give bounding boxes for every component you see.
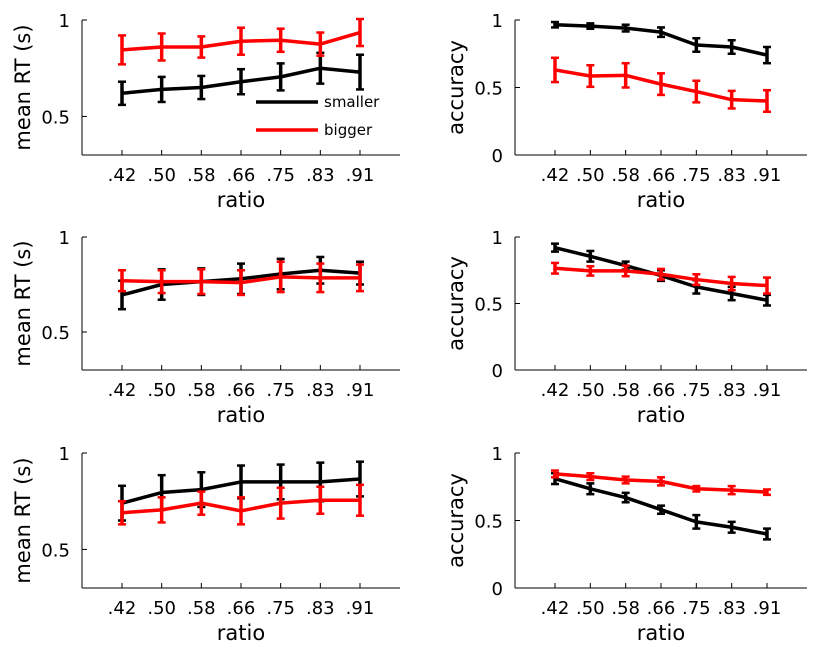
x-tick-label: .42 bbox=[541, 598, 570, 619]
x-tick-label: .58 bbox=[611, 380, 640, 401]
chart-panel-2: 0 0.5 1 .42 .50 .58 .66 .75 .83 .91 ratio accuracy bbox=[444, 11, 807, 212]
x-tick-label: .58 bbox=[611, 598, 640, 619]
x-tick-label: .91 bbox=[753, 380, 782, 401]
series-bigger bbox=[551, 261, 771, 295]
x-tick-label: .50 bbox=[576, 165, 605, 186]
legend-label-smaller: smaller bbox=[324, 93, 380, 111]
y-tick-label: 0.5 bbox=[474, 512, 503, 533]
x-tick-label: .58 bbox=[187, 165, 216, 186]
legend-label-bigger: bigger bbox=[324, 121, 373, 139]
x-axis-label: ratio bbox=[217, 188, 265, 212]
series-bigger bbox=[118, 483, 364, 526]
chart-panel-1: 0.5 1 .42 .50 .58 .66 .75 .83 .91 ratio mean RT (s… bbox=[11, 11, 400, 212]
series-bigger bbox=[551, 469, 771, 497]
x-tick-label: .50 bbox=[147, 165, 176, 186]
y-tick-label: 0 bbox=[492, 146, 503, 167]
y-tick-label: 1 bbox=[492, 444, 503, 465]
x-tick-label: .75 bbox=[266, 165, 295, 186]
y-axis-label: mean RT (s) bbox=[11, 457, 35, 583]
series-smaller bbox=[551, 472, 771, 541]
x-tick-label: .50 bbox=[576, 380, 605, 401]
x-tick-label: .42 bbox=[108, 165, 137, 186]
y-axis-label: accuracy bbox=[444, 473, 468, 568]
y-tick-label: 0 bbox=[492, 361, 503, 382]
series-line-bigger bbox=[121, 498, 360, 515]
series-line-smaller bbox=[121, 477, 361, 505]
x-tick-label: .50 bbox=[576, 598, 605, 619]
chart-panel-6: 0 0.5 1 .42 .50 .58 .66 .75 .83 .91 ratio accuracy bbox=[444, 444, 807, 645]
series-bigger bbox=[551, 56, 771, 114]
x-axis-label: ratio bbox=[637, 188, 685, 212]
x-tick-label: .83 bbox=[306, 165, 335, 186]
x-tick-label: .75 bbox=[682, 598, 711, 619]
x-tick-label: .66 bbox=[227, 165, 256, 186]
x-tick-label: .50 bbox=[147, 598, 176, 619]
y-tick-label: 0.5 bbox=[474, 295, 503, 316]
series-smaller bbox=[551, 20, 771, 65]
y-tick-label: 0.5 bbox=[41, 323, 70, 344]
y-tick-label: 0.5 bbox=[474, 79, 503, 100]
legend: smaller bigger bbox=[256, 93, 380, 139]
x-tick-label: .91 bbox=[346, 598, 375, 619]
y-tick-label: 0.5 bbox=[41, 107, 70, 128]
x-tick-label: .58 bbox=[611, 165, 640, 186]
y-axis-label: mean RT (s) bbox=[11, 24, 35, 150]
y-tick-label: 0 bbox=[492, 579, 503, 600]
y-axis-label: accuracy bbox=[444, 40, 468, 135]
x-tick-label: .42 bbox=[541, 165, 570, 186]
series-line-smaller bbox=[121, 66, 361, 96]
series-line-bigger bbox=[554, 68, 768, 103]
series-bigger bbox=[118, 17, 364, 66]
series-bigger bbox=[118, 260, 364, 297]
x-tick-label: .91 bbox=[753, 598, 782, 619]
x-tick-label: .42 bbox=[108, 598, 137, 619]
x-tick-label: .75 bbox=[266, 380, 295, 401]
series-line-bigger bbox=[121, 275, 360, 285]
y-tick-label: 1 bbox=[492, 228, 503, 249]
x-tick-label: .91 bbox=[346, 380, 375, 401]
x-tick-label: .83 bbox=[306, 380, 335, 401]
x-tick-label: .75 bbox=[682, 165, 711, 186]
x-tick-label: .83 bbox=[717, 165, 746, 186]
y-axis-label: mean RT (s) bbox=[11, 240, 35, 366]
x-axis-label: ratio bbox=[637, 621, 685, 645]
y-tick-label: 1 bbox=[492, 11, 503, 32]
x-axis-label: ratio bbox=[637, 403, 685, 427]
x-tick-label: .83 bbox=[717, 598, 746, 619]
y-tick-label: 1 bbox=[59, 11, 70, 32]
y-tick-label: 1 bbox=[59, 444, 70, 465]
series-line-bigger bbox=[121, 30, 361, 52]
x-tick-label: .75 bbox=[682, 380, 711, 401]
chart-panel-5: 0.5 1 .42 .50 .58 .66 .75 .83 .91 ratio mean RT (s… bbox=[11, 444, 400, 645]
x-tick-label: .83 bbox=[717, 380, 746, 401]
y-tick-label: 1 bbox=[59, 228, 70, 249]
x-tick-label: .66 bbox=[647, 380, 676, 401]
x-tick-label: .66 bbox=[647, 165, 676, 186]
x-tick-label: .91 bbox=[753, 165, 782, 186]
x-tick-label: .66 bbox=[227, 380, 256, 401]
x-tick-label: .75 bbox=[266, 598, 295, 619]
x-tick-label: .83 bbox=[306, 598, 335, 619]
x-axis-label: ratio bbox=[217, 621, 265, 645]
series-line-smaller bbox=[554, 476, 768, 536]
y-axis-label: accuracy bbox=[444, 256, 468, 351]
x-tick-label: .66 bbox=[647, 598, 676, 619]
x-tick-label: .42 bbox=[108, 380, 137, 401]
x-tick-label: .66 bbox=[227, 598, 256, 619]
chart-panel-3: 0.5 1 .42 .50 .58 .66 .75 .83 .91 ratio mean RT (s… bbox=[11, 228, 400, 427]
x-tick-label: .58 bbox=[187, 380, 216, 401]
series-line-bigger bbox=[554, 266, 768, 288]
x-tick-label: .42 bbox=[541, 380, 570, 401]
x-axis-label: ratio bbox=[217, 403, 265, 427]
series-line-bigger bbox=[554, 472, 768, 494]
chart-panel-4: 0 0.5 1 .42 .50 .58 .66 .75 .83 .91 ratio accuracy bbox=[444, 228, 807, 427]
x-tick-label: .58 bbox=[187, 598, 216, 619]
series-line-smaller bbox=[554, 22, 768, 57]
x-tick-label: .50 bbox=[147, 380, 176, 401]
x-tick-label: .91 bbox=[346, 165, 375, 186]
y-tick-label: 0.5 bbox=[41, 540, 70, 561]
series-smaller bbox=[118, 51, 364, 107]
